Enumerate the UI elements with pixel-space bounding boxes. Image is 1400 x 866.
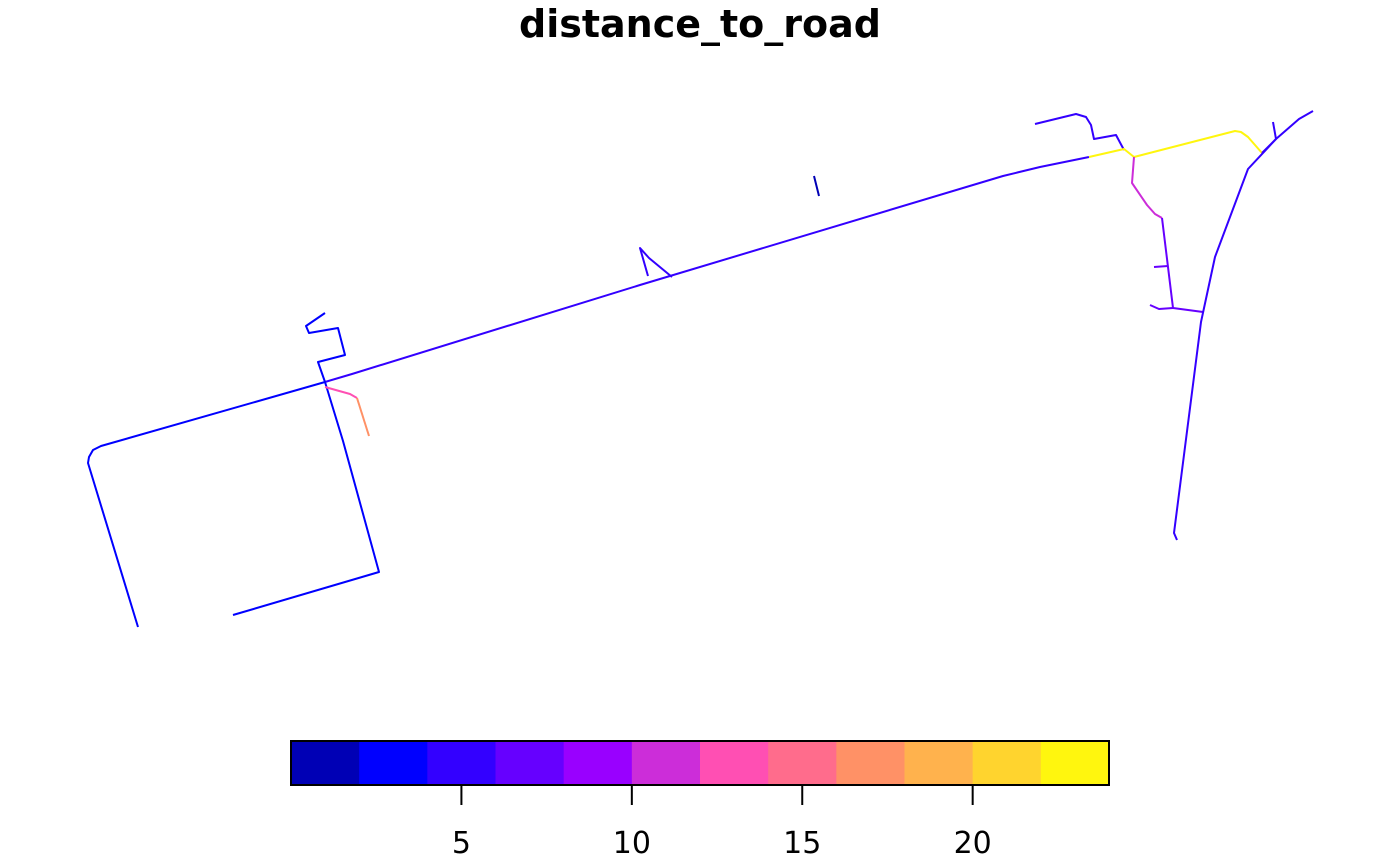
- map-title: distance_to_road: [519, 2, 881, 46]
- legend-bin: [972, 741, 1042, 785]
- road-segment: [1161, 217, 1204, 313]
- road-segment: [1149, 304, 1174, 310]
- legend-color-bar: [291, 741, 1110, 785]
- legend-bin: [427, 741, 496, 785]
- legend-frame: [290, 740, 1110, 786]
- legend-bin: [836, 741, 905, 785]
- road-segment: [1034, 113, 1125, 151]
- legend-bin: [904, 741, 974, 785]
- road-segment: [305, 312, 346, 383]
- road-segment: [813, 175, 820, 197]
- legend-bin: [700, 741, 769, 785]
- road-segment: [232, 381, 380, 616]
- legend-tick-label: 5: [452, 826, 471, 861]
- legend-bin: [495, 741, 565, 785]
- legend: 5 10 15 20: [290, 740, 1110, 861]
- legend-bin: [1040, 741, 1110, 785]
- road-segment: [324, 156, 1090, 383]
- legend-bin: [563, 741, 633, 785]
- legend-tick-label: 15: [783, 826, 821, 861]
- road-segment: [1153, 265, 1169, 268]
- legend-bin: [631, 741, 701, 785]
- road-segment: [1131, 156, 1163, 219]
- legend-axis: 5 10 15 20: [452, 785, 992, 861]
- legend-tick-label: 10: [613, 826, 651, 861]
- road-segment: [87, 381, 326, 628]
- road-segment: [1261, 121, 1277, 154]
- legend-bin: [359, 741, 428, 785]
- road-segment: [356, 397, 370, 437]
- road-network: [87, 110, 1314, 628]
- road-segment: [1088, 130, 1263, 158]
- legend-bin: [291, 741, 360, 785]
- legend-tick-label: 20: [954, 826, 992, 861]
- legend-bin: [768, 741, 837, 785]
- road-segment: [1173, 110, 1314, 541]
- road-segment: [324, 386, 358, 399]
- road-segment: [639, 247, 673, 278]
